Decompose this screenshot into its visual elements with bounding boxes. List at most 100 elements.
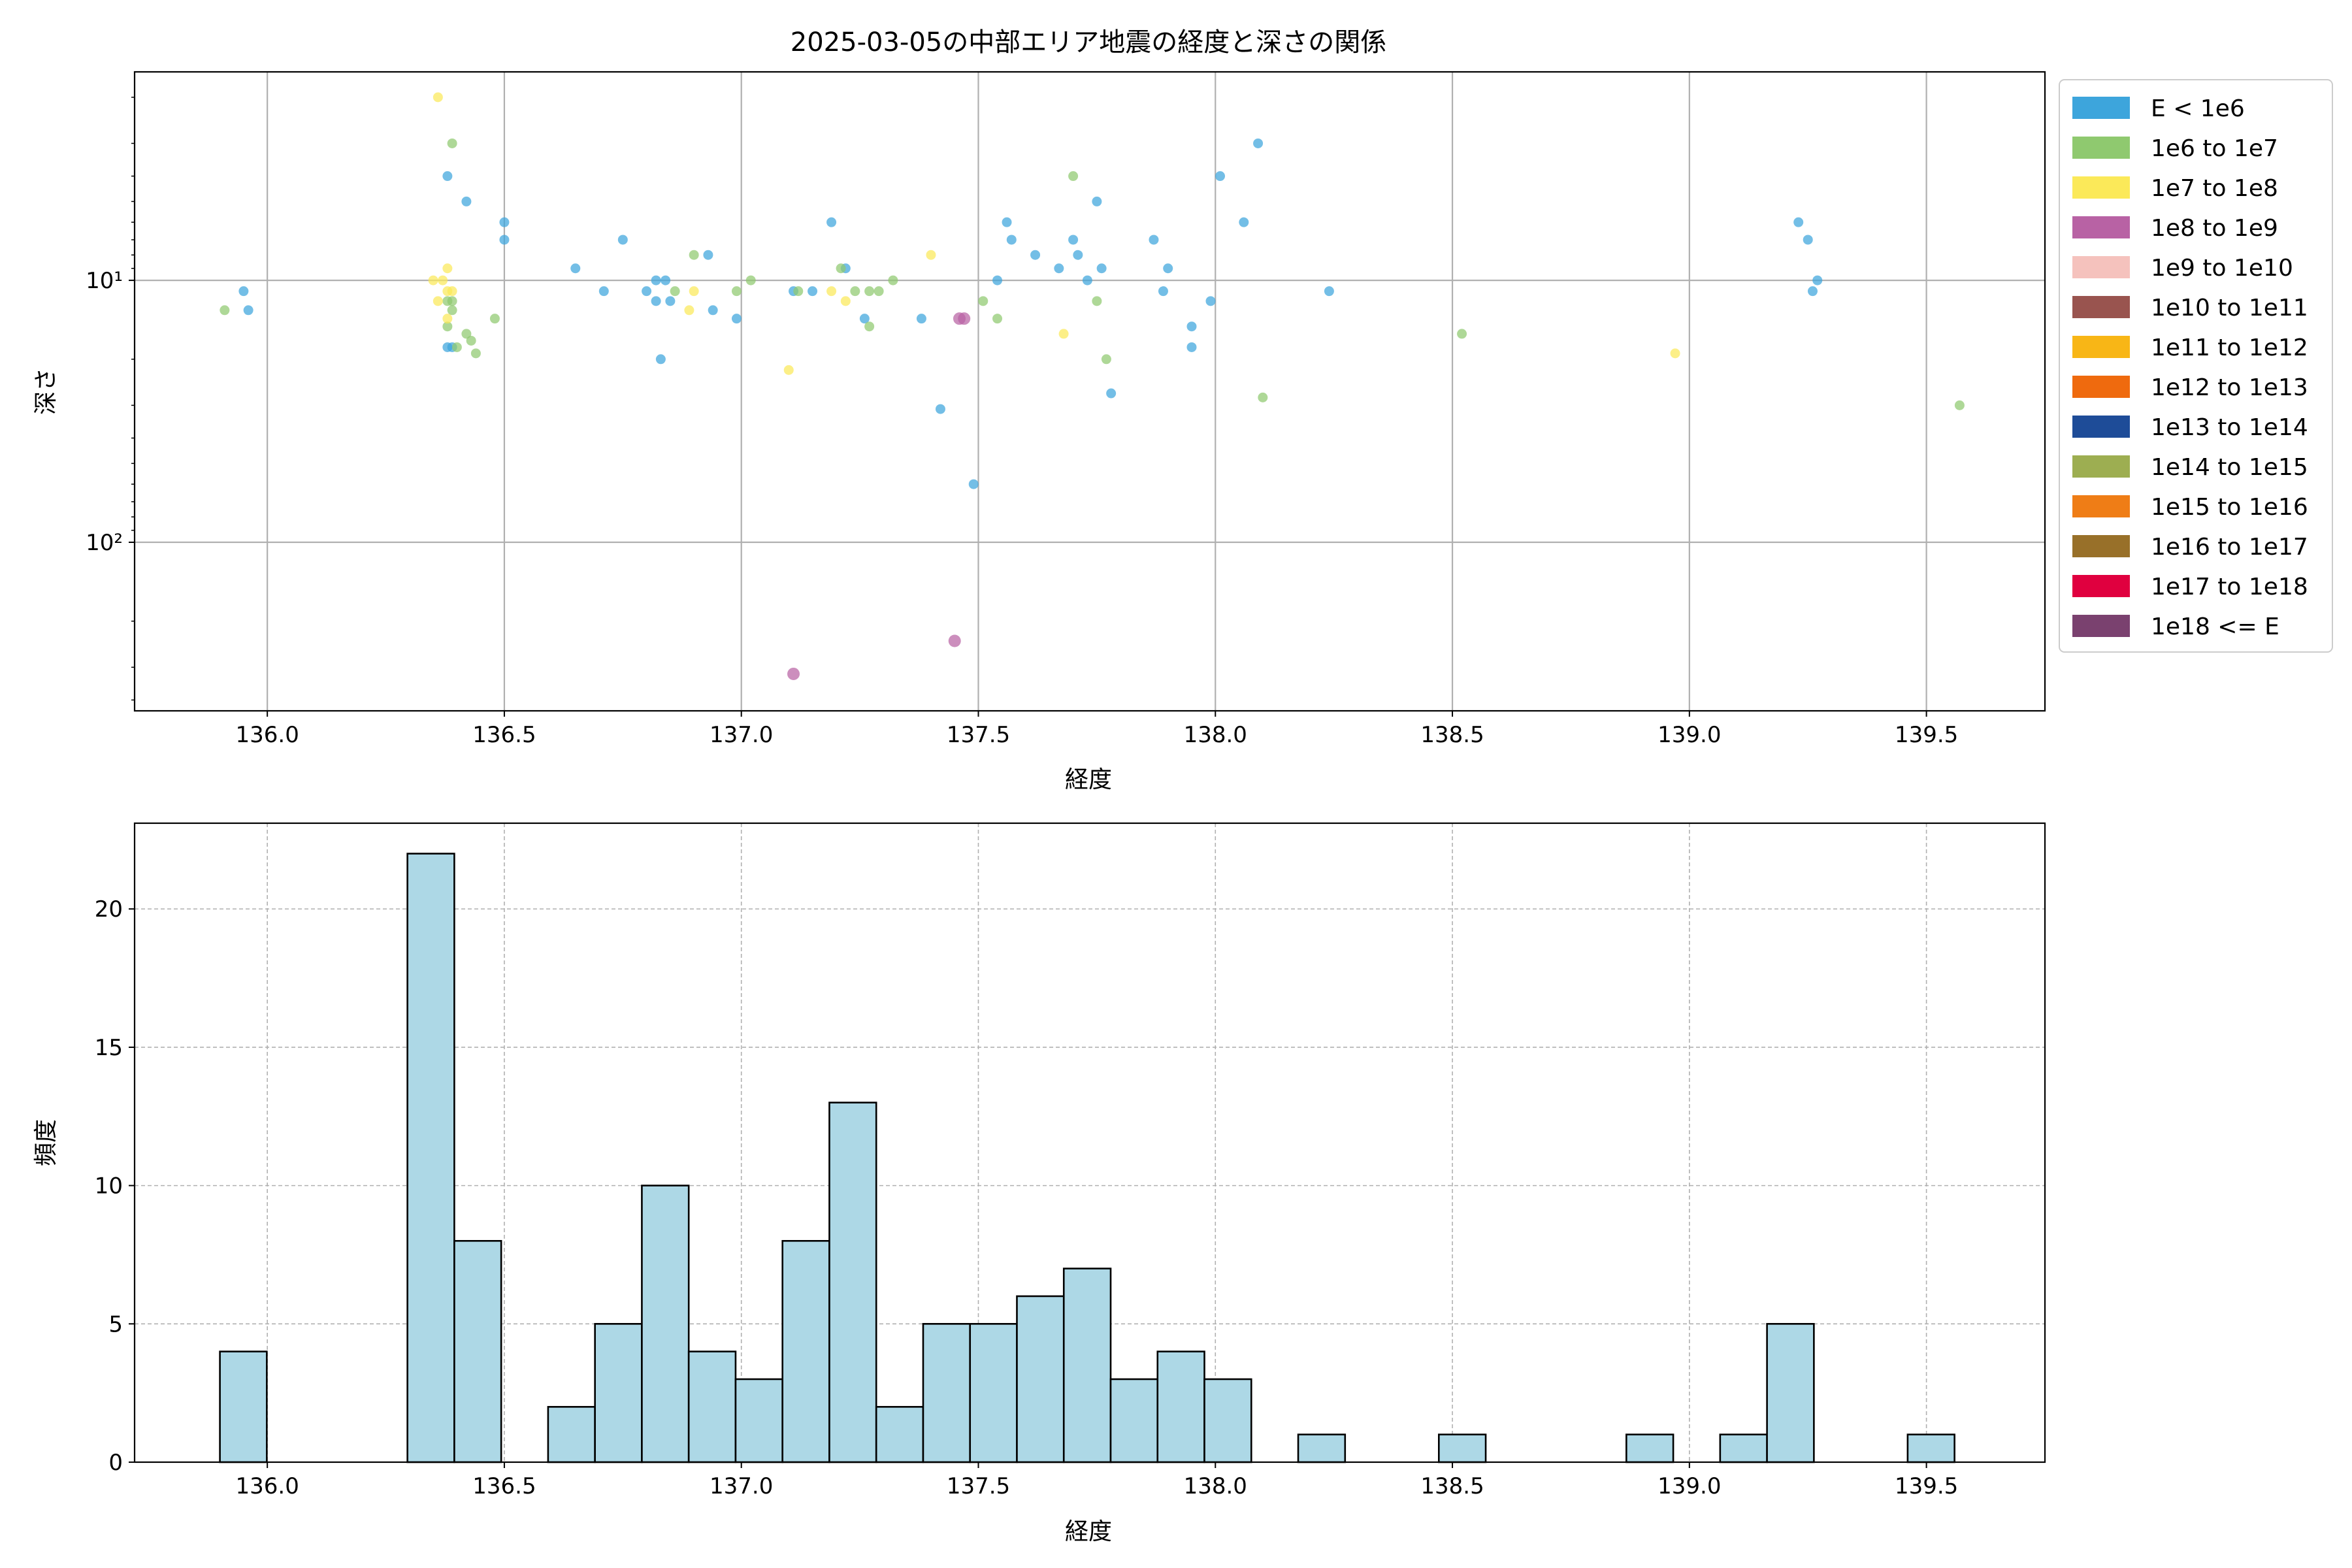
scatter-point <box>461 196 472 206</box>
scatter-x-tick-label: 139.5 <box>1895 722 1958 748</box>
legend-label: 1e9 to 1e10 <box>2151 255 2293 282</box>
scatter-point <box>661 275 671 286</box>
histogram-bar <box>1625 1433 1674 1463</box>
scatter-point <box>651 296 661 306</box>
scatter-point <box>859 314 870 324</box>
scatter-point <box>1186 321 1197 332</box>
scatter-point <box>447 286 457 297</box>
legend-swatch <box>2072 376 2130 398</box>
scatter-point <box>1158 286 1168 297</box>
scatter-point <box>1002 217 1012 227</box>
histogram-x-tick-label: 138.0 <box>1184 1473 1247 1499</box>
legend-label: 1e13 to 1e14 <box>2151 414 2308 441</box>
histogram-plot-frame <box>133 822 2046 1463</box>
histogram-bar <box>1109 1378 1159 1463</box>
scatter-point <box>1068 171 1079 182</box>
scatter-point <box>874 286 884 297</box>
histogram-bar <box>1156 1350 1205 1463</box>
histogram-bar <box>1062 1267 1112 1463</box>
histogram-y-tick-label: 20 <box>95 896 123 923</box>
histogram-bar <box>875 1406 924 1463</box>
scatter-point <box>442 321 453 332</box>
scatter-point <box>617 235 628 245</box>
histogram-y-tick-label: 15 <box>95 1035 123 1061</box>
scatter-point <box>1215 171 1226 182</box>
legend-swatch <box>2072 97 2130 119</box>
scatter-point <box>238 286 249 297</box>
histogram-y-tick-label: 10 <box>95 1173 123 1200</box>
scatter-point <box>731 314 742 324</box>
histogram-bar <box>922 1323 972 1463</box>
scatter-point <box>1807 286 1818 297</box>
histogram-x-tick-label: 139.0 <box>1658 1473 1721 1499</box>
scatter-point <box>1812 275 1823 286</box>
scatter-point <box>840 296 851 306</box>
legend-frame <box>2059 79 2333 653</box>
histogram-x-tick-label: 139.5 <box>1895 1473 1958 1499</box>
scatter-point <box>1092 296 1102 306</box>
scatter-point <box>689 250 699 260</box>
legend-label: 1e11 to 1e12 <box>2151 335 2308 361</box>
scatter-point <box>783 365 794 375</box>
scatter-point <box>442 314 453 324</box>
legend-label: 1e16 to 1e17 <box>2151 534 2308 561</box>
scatter-x-axis-label: 経度 <box>1065 766 1112 793</box>
chart-title: 2025-03-05の中部エリア地震の経度と深さの関係 <box>791 27 1386 57</box>
legend-swatch <box>2072 615 2130 637</box>
legend-label: 1e18 <= E <box>2151 613 2279 640</box>
scatter-y-axis-label: 深さ <box>33 368 59 415</box>
scatter-point <box>992 275 1003 286</box>
scatter-point <box>787 667 800 680</box>
scatter-point <box>684 305 694 316</box>
scatter-point <box>992 314 1003 324</box>
scatter-point <box>433 296 443 306</box>
scatter-point <box>968 479 979 489</box>
legend-label: 1e17 to 1e18 <box>2151 574 2308 600</box>
scatter-point <box>703 250 713 260</box>
histogram-bar <box>969 1323 1018 1463</box>
histogram-y-ticks: 0 5 10 15 20 <box>95 896 135 1476</box>
scatter-point <box>447 305 457 316</box>
scatter-point <box>665 296 676 306</box>
scatter-point <box>1058 329 1069 339</box>
scatter-point <box>670 286 680 297</box>
histogram-bar <box>734 1378 783 1463</box>
legend: E < 1e6 1e6 to 1e7 1e7 to 1e8 1e8 to 1e9 1e9… <box>2059 79 2333 653</box>
legend-swatch <box>2072 495 2130 517</box>
scatter-point <box>451 342 462 352</box>
scatter-point <box>642 286 652 297</box>
scatter-point <box>598 286 609 297</box>
scatter-point <box>731 286 742 297</box>
histogram-x-tick-label: 137.0 <box>710 1473 773 1499</box>
scatter-point <box>442 263 453 274</box>
histogram-bar <box>1297 1433 1347 1463</box>
scatter-x-tick-label: 138.5 <box>1420 722 1484 748</box>
histogram-bar <box>547 1406 596 1463</box>
scatter-point <box>1006 235 1017 245</box>
scatter-point <box>916 314 926 324</box>
scatter-point <box>1149 235 1159 245</box>
histogram-bar <box>406 853 455 1463</box>
histogram-bar <box>687 1350 737 1463</box>
legend-label: E < 1e6 <box>2151 95 2245 122</box>
scatter-point <box>466 335 476 346</box>
scatter-point <box>808 286 818 297</box>
scatter-point <box>461 329 472 339</box>
legend-swatch <box>2072 416 2130 438</box>
scatter-x-tick-label: 137.5 <box>947 722 1010 748</box>
scatter-x-tick-label: 136.0 <box>235 722 299 748</box>
scatter-point <box>850 286 860 297</box>
histogram-x-tick-label: 138.5 <box>1420 1473 1484 1499</box>
scatter-point <box>428 275 438 286</box>
scatter-point <box>689 286 699 297</box>
scatter-point <box>1457 329 1467 339</box>
scatter-x-tick-label: 136.5 <box>472 722 536 748</box>
scatter-point <box>948 634 961 647</box>
scatter-point <box>935 404 945 414</box>
legend-label: 1e12 to 1e13 <box>2151 374 2308 401</box>
histogram-bar <box>1906 1433 1955 1463</box>
scatter-point <box>978 296 988 306</box>
scatter-y-tick-label: 10² <box>86 530 123 556</box>
scatter-x-tick-label: 139.0 <box>1658 722 1721 748</box>
scatter-point <box>570 263 581 274</box>
